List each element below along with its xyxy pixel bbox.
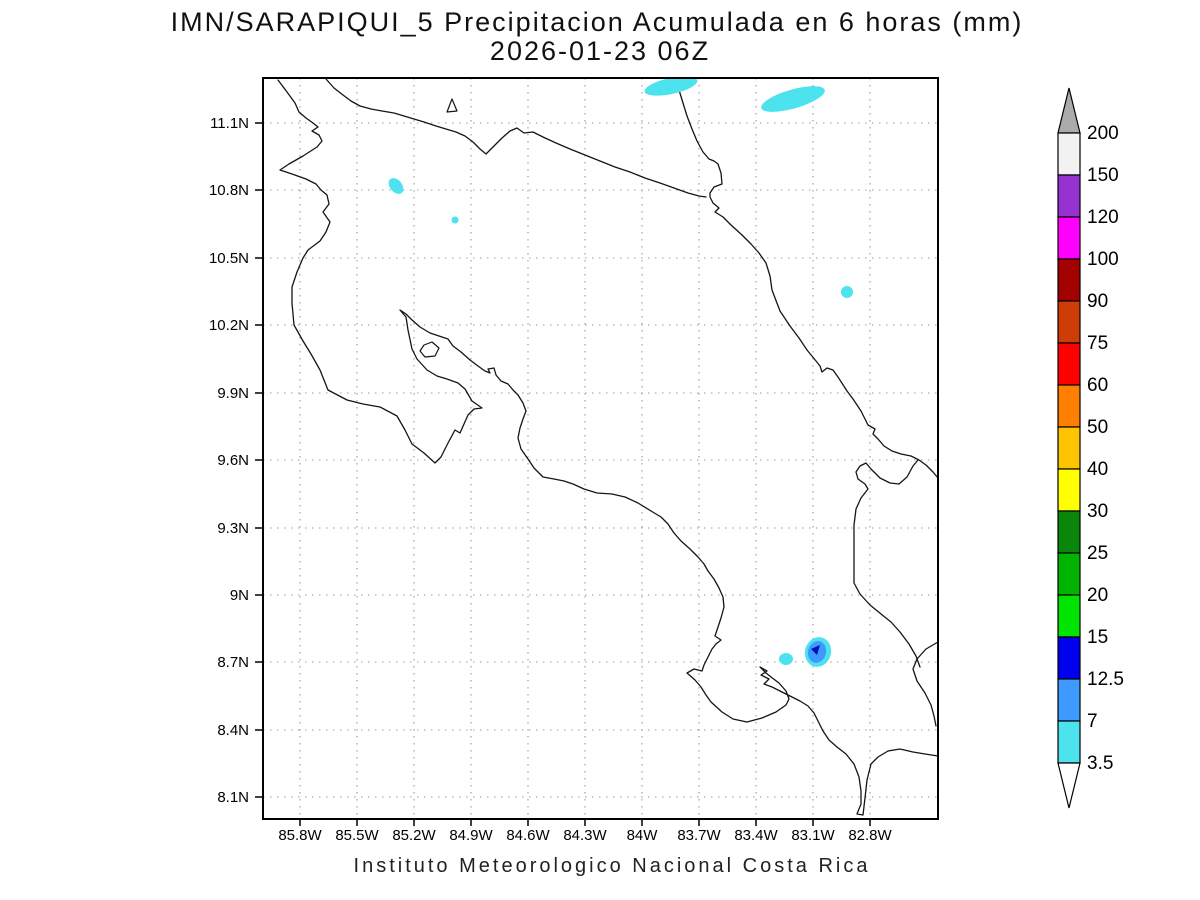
colorbar-tick-label: 40 — [1087, 459, 1108, 480]
colorbar-tick-label: 12.5 — [1087, 669, 1124, 690]
lon-tick-label: 85.5W — [335, 827, 379, 844]
colorbar-tick-label: 75 — [1087, 333, 1108, 354]
plot-frame — [262, 77, 939, 820]
lat-tick-label: 9.3N — [217, 520, 249, 537]
colorbar-box-90-100 — [1057, 258, 1081, 302]
lat-tick-label: 8.4N — [217, 722, 249, 739]
chart-title: IMN/SARAPIQUI_5 Precipitacion Acumulada … — [171, 7, 1024, 37]
colorbar-tick-label: 7 — [1087, 711, 1098, 732]
chira-island — [419, 341, 440, 358]
precip-cell-northwest — [388, 178, 404, 194]
colorbar-tick-label: 3.5 — [1087, 753, 1113, 774]
colorbar-tick-label: 60 — [1087, 375, 1108, 396]
lon-tick-label: 85.8W — [278, 827, 322, 844]
pacific-coast-costa-rica — [277, 79, 939, 816]
colorbar-tick-label: 100 — [1087, 249, 1119, 270]
precip-dot-south — [779, 653, 793, 665]
lake-nicaragua-island — [446, 98, 458, 113]
lat-tick-label: 10.5N — [209, 250, 249, 267]
lat-tick-label: 8.1N — [217, 789, 249, 806]
colorbar-box-60-75 — [1057, 342, 1081, 386]
axis-labels: 85.8W 85.5W 85.2W 84.9W 84.6W 84.3W 84W 83.7W 83… — [209, 115, 893, 844]
colorbar-tick-label: 150 — [1087, 165, 1119, 186]
colorbar: 200 150 120 100 90 75 60 50 40 30 25 20 15 12.5 7 3.5 — [1057, 87, 1124, 809]
precip-dot-east — [841, 286, 853, 298]
lon-tick-label: 83.4W — [734, 827, 778, 844]
colorbar-tick-label: 30 — [1087, 501, 1108, 522]
lat-lon-gridlines — [263, 78, 938, 819]
precip-cell-north-right — [761, 86, 825, 112]
lat-tick-label: 9.9N — [217, 385, 249, 402]
colorbar-tick-label: 200 — [1087, 123, 1119, 144]
lat-tick-label: 10.2N — [209, 317, 249, 334]
colorbar-tick-label: 90 — [1087, 291, 1108, 312]
precip-cell-north-left — [644, 78, 698, 96]
colorbar-box-75-90 — [1057, 300, 1081, 344]
colorbar-box-150-200 — [1057, 132, 1081, 176]
colorbar-box-3.5-7 — [1057, 720, 1081, 764]
colorbar-box-100-120 — [1057, 216, 1081, 260]
colorbar-box-20-25 — [1057, 552, 1081, 596]
lat-tick-label: 10.8N — [209, 182, 249, 199]
lon-tick-label: 84.9W — [449, 827, 493, 844]
lake-nicaragua-shore-san-juan-river — [325, 78, 707, 198]
lon-tick-label: 84.6W — [506, 827, 550, 844]
lon-tick-label: 83.7W — [677, 827, 721, 844]
colorbar-arrow-bottom — [1057, 762, 1081, 809]
lat-tick-label: 8.7N — [217, 654, 249, 671]
lon-tick-label: 85.2W — [392, 827, 436, 844]
colorbar-box-40-50 — [1057, 426, 1081, 470]
colorbar-box-15-20 — [1057, 594, 1081, 638]
caribbean-coast — [674, 77, 939, 479]
colorbar-box-120-150 — [1057, 174, 1081, 218]
coastlines-layer — [277, 77, 939, 816]
costa-rica-panama-border — [853, 459, 921, 668]
colorbar-tick-label: 20 — [1087, 585, 1108, 606]
colorbar-tick-label: 120 — [1087, 207, 1119, 228]
lat-tick-label: 9.6N — [217, 452, 249, 469]
footer-credit: Instituto Meteorologico Nacional Costa R… — [354, 855, 871, 877]
colorbar-box-25-30 — [1057, 510, 1081, 554]
lon-tick-label: 82.8W — [848, 827, 892, 844]
lat-tick-label: 11.1N — [210, 115, 249, 132]
colorbar-box-30-40 — [1057, 468, 1081, 512]
colorbar-box-7-12.5 — [1057, 678, 1081, 722]
panama-pacific-coast — [912, 641, 939, 727]
lon-tick-label: 84.3W — [563, 827, 607, 844]
lat-tick-label: 9N — [230, 587, 249, 604]
chart-subtitle-datetime: 2026-01-23 06Z — [490, 36, 710, 66]
colorbar-box-50-60 — [1057, 384, 1081, 428]
lon-tick-label: 83.1W — [791, 827, 835, 844]
precipitation-layer — [388, 78, 853, 667]
precip-dot-center — [451, 216, 459, 224]
colorbar-tick-label: 50 — [1087, 417, 1108, 438]
colorbar-tick-label: 15 — [1087, 627, 1108, 648]
colorbar-arrow-top — [1057, 87, 1081, 134]
colorbar-tick-label: 25 — [1087, 543, 1108, 564]
precip-cell-south-core — [811, 645, 820, 655]
lon-tick-label: 84W — [627, 827, 659, 844]
map-border — [262, 77, 939, 820]
colorbar-box-12.5-15 — [1057, 636, 1081, 680]
